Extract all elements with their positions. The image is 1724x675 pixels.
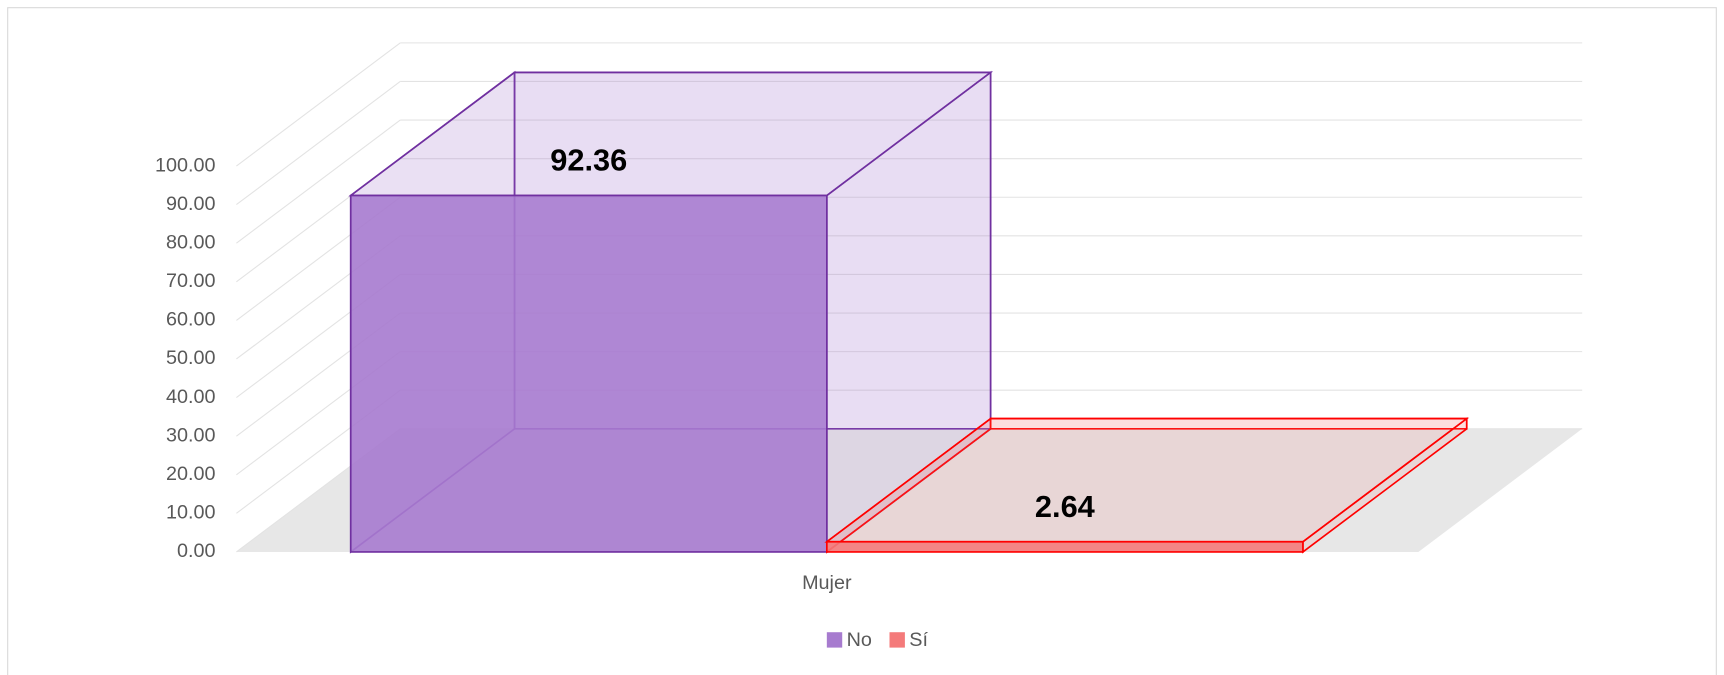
legend-label: No xyxy=(847,629,872,651)
plot: 0.00 10.00 20.00 30.00 40.00 50.00 60.00 70.00 8… xyxy=(7,7,1717,675)
data-label: 92.36 xyxy=(550,143,627,178)
grid-line xyxy=(236,119,401,244)
chart-border xyxy=(7,7,1717,675)
y-tick-label: 0.00 xyxy=(177,540,216,562)
y-tick-label: 40.00 xyxy=(166,386,216,408)
grid-line xyxy=(236,42,401,167)
y-tick-label: 90.00 xyxy=(166,193,216,215)
y-tick-label: 80.00 xyxy=(166,231,216,253)
y-tick-label: 10.00 xyxy=(166,502,216,524)
data-label: 2.64 xyxy=(1035,489,1095,524)
x-tick-label: Mujer xyxy=(802,572,852,594)
grid-line xyxy=(236,81,401,206)
y-tick-label: 50.00 xyxy=(166,347,216,369)
y-tick-label: 100.00 xyxy=(155,154,216,176)
y-tick-label: 70.00 xyxy=(166,270,216,292)
legend-swatch xyxy=(826,632,843,648)
y-tick-label: 30.00 xyxy=(166,424,216,446)
legend-label: Sí xyxy=(909,629,928,651)
legend-swatch xyxy=(889,632,905,648)
y-tick-label: 60.00 xyxy=(166,309,216,331)
bar xyxy=(825,540,1304,553)
bar xyxy=(349,194,828,553)
y-tick-label: 20.00 xyxy=(166,463,216,485)
